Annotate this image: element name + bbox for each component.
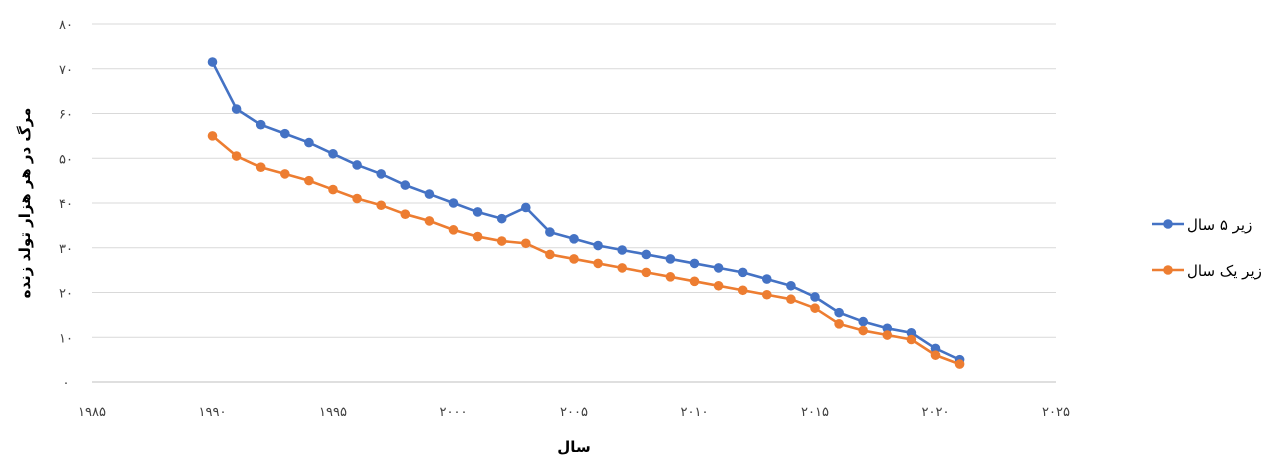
data-point	[424, 216, 435, 226]
data-point	[641, 249, 652, 260]
data-point	[280, 128, 290, 139]
x-tick-label: ۱۹۹۵	[319, 405, 347, 420]
data-point	[617, 245, 627, 255]
x-tick-label: ۲۰۱۵	[801, 405, 829, 420]
data-point	[207, 57, 218, 67]
data-point	[304, 175, 314, 186]
series-line	[211, 60, 961, 361]
data-point	[255, 119, 266, 130]
y-tick-label: ۰	[63, 376, 70, 391]
legend-label: زیر ۵ سال	[1187, 216, 1252, 234]
data-point	[713, 263, 724, 273]
x-tick-label: ۱۹۸۵	[78, 405, 106, 420]
data-point	[617, 263, 627, 273]
data-point	[352, 193, 362, 204]
data-point	[810, 292, 820, 302]
data-point	[930, 343, 941, 354]
data-point	[231, 104, 242, 114]
series-line	[211, 134, 961, 366]
data-point	[280, 169, 290, 179]
data-point	[665, 272, 676, 282]
legend-marker	[1163, 219, 1173, 229]
data-point	[569, 254, 579, 264]
data-point	[521, 238, 531, 249]
x-axis-title: سال	[557, 438, 590, 456]
data-point	[400, 180, 411, 190]
data-point	[762, 289, 772, 300]
data-point	[641, 267, 652, 278]
series-2	[207, 131, 965, 369]
data-point	[786, 294, 796, 305]
data-point	[376, 200, 387, 211]
data-point	[906, 334, 917, 345]
x-tick-label: ۲۰۲۰	[922, 405, 950, 420]
y-tick-label: ۵۰	[59, 152, 73, 167]
data-point	[665, 254, 676, 264]
data-point	[255, 162, 266, 172]
data-point	[882, 330, 893, 340]
data-point	[448, 225, 459, 235]
data-point	[328, 184, 338, 195]
data-point	[954, 359, 965, 369]
legend-entry: زیر یک سال	[1152, 262, 1262, 280]
data-point	[521, 202, 531, 213]
data-point	[834, 307, 844, 318]
data-point	[930, 350, 941, 360]
data-point	[762, 274, 772, 284]
series-1	[207, 57, 965, 365]
data-point	[448, 198, 459, 208]
data-point	[472, 207, 483, 217]
data-point	[328, 148, 338, 159]
legend-label: زیر یک سال	[1187, 262, 1262, 280]
data-point	[737, 267, 748, 278]
data-point	[882, 323, 893, 334]
data-point	[400, 209, 411, 219]
data-point	[593, 240, 603, 251]
data-point	[593, 258, 603, 269]
data-point	[569, 234, 579, 244]
legend-entry: زیر ۵ سال	[1152, 216, 1252, 234]
data-point	[834, 319, 844, 329]
data-point	[858, 325, 868, 336]
y-tick-label: ۱۰	[59, 331, 73, 346]
data-point	[689, 258, 700, 269]
data-point	[713, 280, 724, 291]
y-tick-label: ۲۰	[59, 287, 73, 302]
x-tick-label: ۲۰۱۰	[681, 405, 709, 420]
data-point	[207, 131, 218, 141]
data-point	[906, 327, 917, 338]
data-point	[472, 231, 483, 242]
x-tick-label: ۲۰۲۵	[1042, 405, 1070, 420]
y-axis-title: مرگ در هر هزار تولد زنده	[16, 108, 34, 299]
data-point	[352, 160, 362, 170]
x-tick-label: ۲۰۰۰	[440, 405, 468, 420]
data-point	[689, 276, 700, 287]
legend-marker	[1163, 265, 1173, 275]
tick-labels: ۰ ۱۰ ۲۰ ۳۰ ۴۰ ۵۰ ۶۰ ۷۰ ۸۰ ۱۹۸۵ ۱۹۹۰ ۱۹۹۵ ۲۰۰۰ ۲۰۰۵ ۲۰۱…	[59, 18, 1070, 420]
y-tick-label: ۳۰	[59, 242, 73, 257]
legend: زیر ۵ سال زیر یک سال	[1152, 216, 1262, 280]
data-point	[231, 151, 242, 161]
data-point	[496, 236, 507, 246]
x-tick-label: ۱۹۹۰	[199, 405, 227, 420]
data-point	[304, 137, 314, 148]
series-group	[207, 57, 965, 369]
y-tick-label: ۴۰	[59, 197, 73, 212]
data-point	[545, 249, 555, 260]
data-point	[786, 280, 796, 291]
data-point	[858, 316, 868, 327]
data-point	[810, 303, 820, 313]
data-point	[424, 189, 435, 199]
y-tick-label: ۷۰	[59, 63, 73, 78]
grid	[92, 23, 1056, 338]
y-tick-label: ۸۰	[59, 18, 73, 33]
x-tick-label: ۲۰۰۵	[560, 405, 588, 420]
data-point	[545, 227, 555, 237]
data-point	[376, 169, 387, 179]
data-point	[496, 213, 507, 224]
y-tick-label: ۶۰	[59, 108, 73, 123]
data-point	[737, 285, 748, 296]
